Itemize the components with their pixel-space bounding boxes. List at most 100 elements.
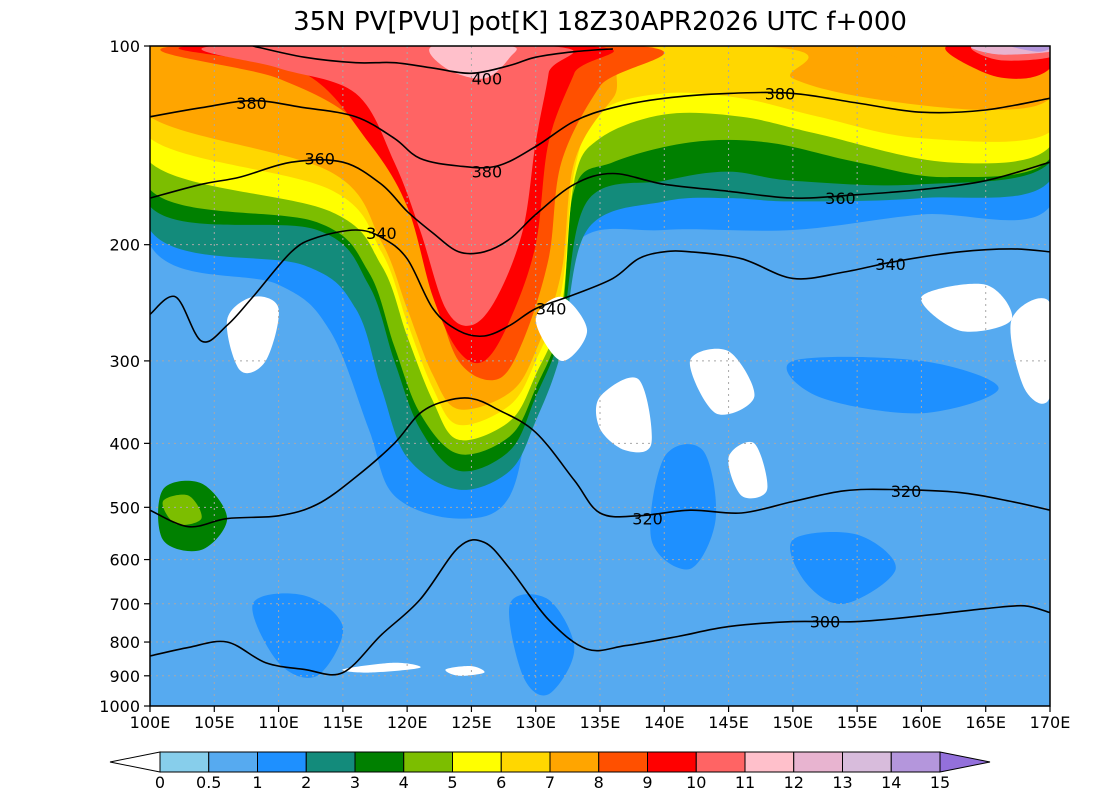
theta-contour-300 [150,539,1050,676]
y-tick-label: 800 [109,633,140,652]
x-tick-label: 155E [837,713,878,732]
theta-contour-400 [252,46,613,75]
contour-label: 320 [632,510,663,529]
y-tick-label: 700 [109,595,140,614]
x-tick-label: 110E [258,713,299,732]
colorbar-over-arrow [939,751,991,773]
x-tick-label: 130E [515,713,556,732]
contour-label: 400 [472,69,503,88]
colorbar-tick-label: 7 [545,773,555,792]
y-tick-label: 900 [109,667,140,686]
colorbar-swatch [695,751,746,773]
x-tick-label: 165E [965,713,1006,732]
colorbar-tick-label: 6 [496,773,506,792]
colorbar-swatch [549,751,600,773]
chart-title: 35N PV[PVU] pot[K] 18Z30APR2026 UTC f+00… [293,7,907,37]
contour-label-text: 380 [472,163,503,182]
y-axis: 100 200 300 400 500 600 700 800 900 1000 [99,37,150,716]
contour-label-text: 340 [875,255,906,274]
contour-label: 360 [825,189,856,208]
x-tick-label: 170E [1030,713,1071,732]
contour-label-text: 400 [472,69,503,88]
contour-label: 340 [875,255,906,274]
pv-region [728,441,768,499]
pv-region [445,665,485,676]
pv-region [650,444,717,570]
contour-label-text: 380 [236,94,267,113]
y-tick-label: 600 [109,551,140,570]
colorbar-tick-label: 8 [594,773,604,792]
pv-region [595,377,652,453]
contour-label: 340 [366,224,397,243]
pv-region [162,494,202,526]
colorbar-tick-label: 10 [686,773,706,792]
colorbar-tick-label: 1 [252,773,262,792]
contour-label: 360 [304,149,335,168]
colorbar-swatch [842,751,892,773]
colorbar-swatch [744,751,795,773]
theta-contour-360 [150,159,1050,255]
contour-label-text: 360 [825,189,856,208]
colorbar-tick-label: 0 [155,773,165,792]
x-tick-label: 120E [387,713,428,732]
contour-label-text: 320 [632,510,663,529]
contour-label: 340 [536,300,567,319]
colorbar-swatch [500,751,551,773]
y-tick-label: 1000 [99,697,140,716]
pv-filled-contours [150,46,1050,706]
colorbar-swatch [598,751,648,773]
theta-contour-340 [150,229,1050,343]
contour-label: 380 [472,163,503,182]
contour-label-text: 300 [810,613,841,632]
colorbar-swatch [647,751,697,773]
colorbar-swatch [403,751,453,773]
x-tick-label: 105E [194,713,235,732]
contour-label-text: 380 [765,84,796,103]
y-tick-label: 200 [109,236,140,255]
colorbar-tick-label: 5 [447,773,457,792]
pv-region [1010,298,1050,404]
pv-region [535,296,588,362]
x-axis: 100E 105E 110E 115E 120E 125E 130E 135E 140E 145E… [130,706,1071,732]
colorbar-tick-label: 3 [350,773,360,792]
pv-region [509,594,575,696]
colorbar-tick-label: 4 [399,773,409,792]
theta-contours [150,46,1050,676]
contour-label: 300 [810,613,841,632]
colorbar-swatch [305,751,356,773]
pv-region [689,348,755,415]
contour-label: 380 [765,84,796,103]
colorbar-tick-label: 13 [832,773,852,792]
colorbar-swatch [890,751,941,773]
colorbar-tick-label: 2 [301,773,311,792]
y-tick-label: 500 [109,498,140,517]
colorbar-tick-label: 15 [930,773,950,792]
pv-region [342,662,421,673]
contour-label-text: 340 [536,300,567,319]
x-tick-label: 115E [323,713,364,732]
colorbar-tick-label: 0.5 [196,773,221,792]
y-tick-label: 100 [109,37,140,56]
pv-region [201,46,574,326]
pv-region [920,283,1013,332]
colorbar: 0 0.5 1 2 3 4 5 6 7 8 9 10 11 12 13 14 15 [109,751,991,792]
pv-region [790,532,896,605]
contour-label-text: 360 [304,149,335,168]
colorbar-swatch [354,751,405,773]
colorbar-swatch [159,751,210,773]
x-tick-label: 125E [451,713,492,732]
x-tick-label: 160E [901,713,942,732]
x-tick-label: 100E [130,713,171,732]
plot-area [150,46,1050,706]
grid-lines [150,46,1050,706]
contour-label-text: 320 [891,482,922,501]
theta-contour-320 [150,397,1050,528]
contour-label-text: 340 [366,224,397,243]
colorbar-swatch [257,751,307,773]
pv-region [786,356,999,414]
pv-region [1011,46,1050,52]
y-tick-label: 300 [109,352,140,371]
x-tick-label: 150E [773,713,814,732]
pv-region [252,593,344,678]
